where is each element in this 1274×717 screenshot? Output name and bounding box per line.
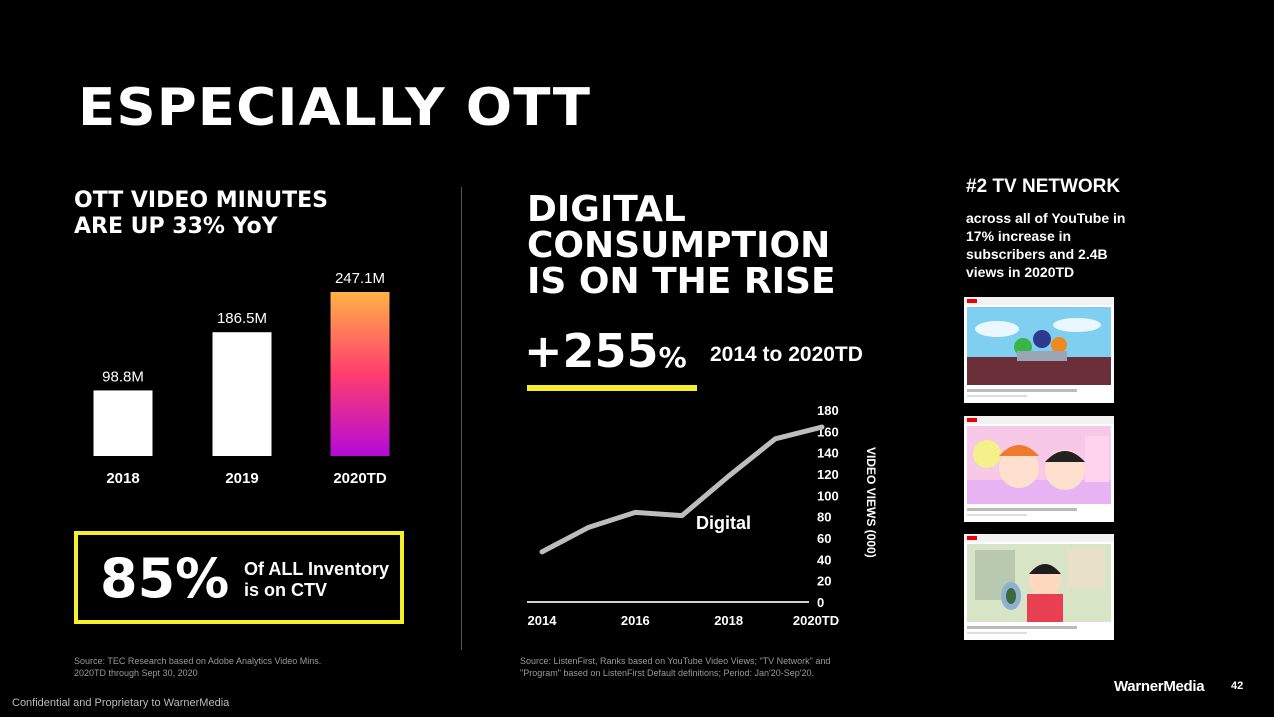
ott-source-line1: Source: TEC Research based on Adobe Anal… — [74, 656, 322, 666]
ctv-percent: 85% — [100, 547, 230, 610]
ctv-line1: Of ALL Inventory — [244, 559, 390, 579]
series-line-digital — [539, 424, 825, 555]
slide-title: ESPECIALLY OTT — [78, 78, 592, 138]
network-description: across all of YouTube in 17% increase in… — [966, 210, 1126, 280]
digital-heading-line3: IS ON THE RISE — [527, 261, 836, 302]
ott-heading-line1: OTT VIDEO MINUTES — [74, 188, 328, 213]
x-tick-label: 2016 — [621, 613, 650, 628]
ctv-text: Of ALL Inventory is on CTV — [244, 559, 389, 601]
digital-source-line1: Source: ListenFirst, Ranks based on YouT… — [520, 656, 831, 666]
y-tick-label: 180 — [817, 403, 839, 418]
network-title: #2 TV NETWORK — [966, 176, 1121, 197]
bar-value-label: 98.8M — [102, 368, 144, 385]
youtube-thumbnail-1[interactable] — [964, 297, 1114, 403]
bar-value-label: 186.5M — [217, 310, 267, 327]
ott-heading: OTT VIDEO MINUTES ARE UP 33% YoY — [74, 188, 328, 240]
bar-value-label: 247.1M — [335, 270, 385, 287]
growth-symbol: % — [658, 341, 687, 374]
ott-source: Source: TEC Research based on Adobe Anal… — [74, 655, 321, 679]
youtube-logo-icon — [967, 299, 977, 303]
cartoon-steven-image — [967, 544, 1111, 622]
ctv-line2: is on CTV — [244, 580, 328, 600]
series-label-digital: Digital — [696, 513, 751, 533]
y-tick-label: 40 — [817, 552, 831, 567]
youtube-thumbnail-3[interactable] — [964, 534, 1114, 640]
y-tick-label: 80 — [817, 510, 831, 525]
y-tick-label: 100 — [817, 488, 839, 503]
growth-stat: +255% — [524, 326, 687, 383]
page-number: 42 — [1231, 680, 1244, 692]
bar-category-label: 2020TD — [333, 470, 387, 487]
warnermedia-logo: WarnerMedia — [1114, 678, 1205, 695]
y-tick-label: 60 — [817, 531, 831, 546]
ott-heading-line2: ARE UP 33% YoY — [74, 214, 278, 239]
y-axis-label: VIDEO VIEWS (000) — [864, 447, 878, 558]
ott-bar-chart: 98.8M 2018 186.5M 2019 247.1M 2020TD — [93, 270, 390, 487]
x-tick-label: 2020TD — [793, 613, 839, 628]
growth-underline — [527, 385, 697, 391]
y-tick-label: 140 — [817, 446, 839, 461]
ott-source-line2: 2020TD through Sept 30, 2020 — [74, 668, 198, 678]
bar-2020TD — [330, 292, 390, 456]
youtube-logo-icon — [967, 418, 977, 422]
youtube-thumbnail-2[interactable] — [964, 416, 1114, 522]
growth-value: +255 — [524, 324, 659, 378]
ctv-callout-box: 85% Of ALL Inventory is on CTV — [74, 531, 404, 624]
y-tick-label: 20 — [817, 574, 831, 589]
x-tick-label: 2018 — [714, 613, 743, 628]
bar-2018 — [93, 390, 153, 456]
youtube-logo-icon — [967, 536, 977, 540]
growth-range: 2014 to 2020TD — [710, 343, 863, 366]
x-tick-label: 2014 — [528, 613, 558, 628]
section-divider — [461, 187, 462, 650]
cartoon-rooftop-image — [967, 307, 1111, 385]
digital-heading: DIGITAL CONSUMPTION IS ON THE RISE — [527, 192, 836, 300]
bar-2019 — [212, 332, 272, 456]
bar-category-label: 2019 — [225, 470, 258, 487]
digital-source: Source: ListenFirst, Ranks based on YouT… — [520, 655, 830, 679]
cartoon-powerpuff-image — [967, 426, 1111, 504]
bar-category-label: 2018 — [106, 470, 139, 487]
confidential-footer: Confidential and Proprietary to WarnerMe… — [12, 697, 230, 709]
digital-heading-line1: DIGITAL — [527, 189, 686, 230]
y-tick-label: 120 — [817, 467, 839, 482]
digital-source-line2: "Program" based on ListenFirst Default d… — [520, 668, 814, 678]
y-tick-label: 0 — [817, 595, 824, 610]
digital-heading-line2: CONSUMPTION — [527, 225, 831, 266]
